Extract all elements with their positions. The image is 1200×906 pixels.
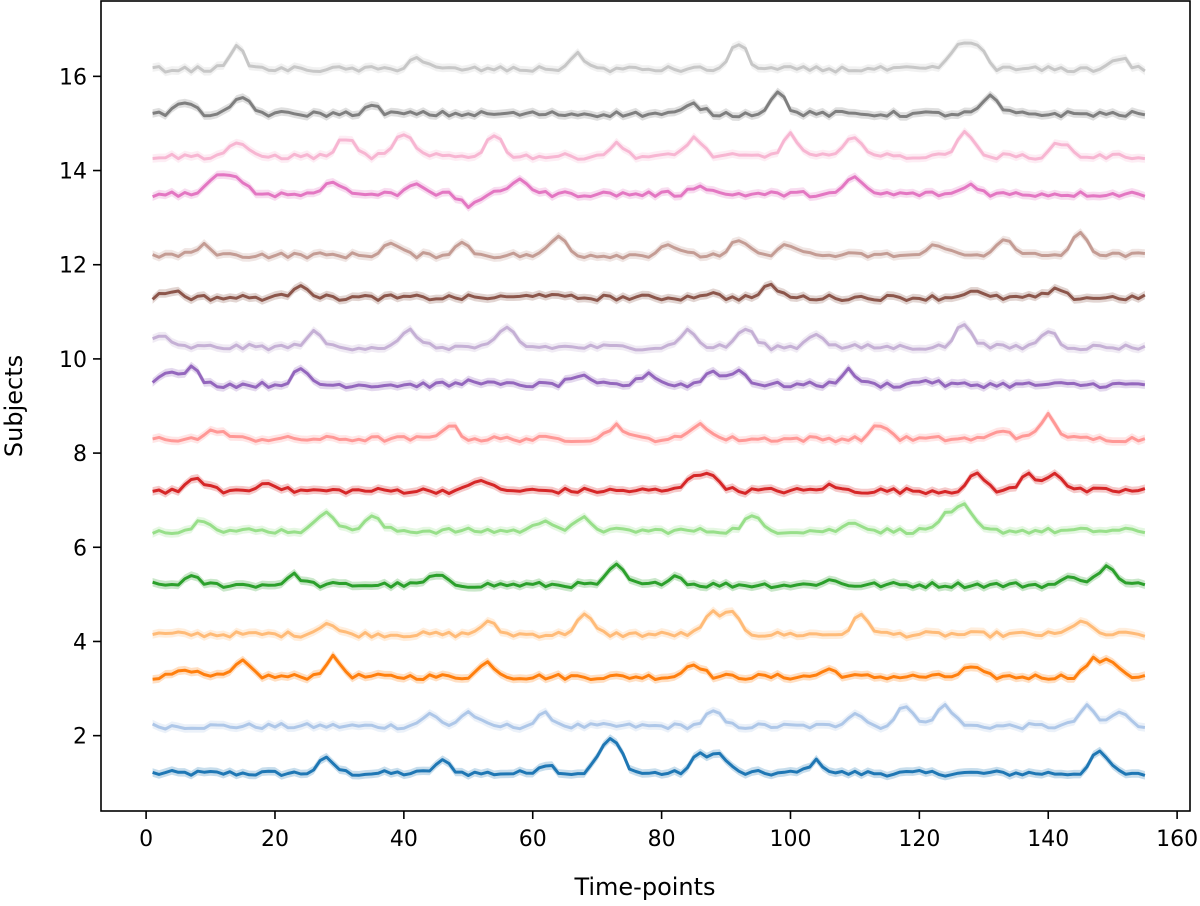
x-tick-label: 40 bbox=[390, 827, 418, 852]
series-line-3 bbox=[152, 653, 1146, 681]
y-tick-label: 10 bbox=[59, 348, 87, 373]
series-band-2 bbox=[152, 700, 1145, 734]
y-tick-label: 16 bbox=[59, 65, 87, 90]
x-axis-title: Time-points bbox=[573, 873, 715, 901]
x-tick-label: 60 bbox=[519, 827, 547, 852]
series-line-16 bbox=[152, 41, 1146, 74]
y-tick-label: 2 bbox=[73, 725, 87, 750]
series-band-12 bbox=[152, 228, 1145, 263]
series-line-9 bbox=[151, 364, 1146, 390]
y-tick-label: 4 bbox=[73, 630, 87, 655]
confidence-bands bbox=[152, 38, 1145, 781]
y-tick-label: 6 bbox=[73, 536, 87, 561]
x-tick-label: 160 bbox=[1156, 827, 1198, 852]
x-tick-label: 100 bbox=[769, 827, 811, 852]
series-line-6 bbox=[151, 502, 1146, 535]
series-line-12 bbox=[152, 231, 1146, 260]
series-line-10 bbox=[152, 323, 1146, 352]
x-tick-label: 20 bbox=[261, 827, 289, 852]
y-tick-label: 12 bbox=[59, 254, 87, 279]
plot-frame bbox=[100, 0, 1191, 812]
x-tick-label: 0 bbox=[139, 827, 153, 852]
series-line-1 bbox=[152, 737, 1146, 778]
x-tick-label: 80 bbox=[648, 827, 676, 852]
series-band-5 bbox=[152, 559, 1145, 592]
y-tick-label: 8 bbox=[73, 442, 87, 467]
series-band-3 bbox=[152, 650, 1145, 684]
series-line-4 bbox=[152, 609, 1146, 639]
series-band-11 bbox=[152, 280, 1145, 305]
series-line-13 bbox=[152, 173, 1146, 209]
series-lines bbox=[151, 41, 1146, 778]
y-axis-title: Subjects bbox=[0, 355, 28, 457]
series-line-2 bbox=[151, 703, 1146, 731]
series-line-7 bbox=[152, 471, 1146, 496]
series-line-8 bbox=[152, 412, 1146, 444]
x-tick-label: 120 bbox=[898, 827, 940, 852]
series-line-11 bbox=[151, 282, 1146, 302]
series-line-14 bbox=[152, 130, 1146, 161]
series-band-6 bbox=[152, 499, 1145, 538]
series-line-15 bbox=[152, 90, 1146, 119]
x-tick-label: 140 bbox=[1027, 827, 1069, 852]
series-line-5 bbox=[152, 562, 1146, 590]
x-axis: 0 20 40 60 80 100 120 140 160 bbox=[139, 811, 1198, 852]
y-axis: 2 4 6 8 10 12 14 16 bbox=[59, 65, 101, 750]
y-tick-label: 14 bbox=[59, 160, 87, 185]
